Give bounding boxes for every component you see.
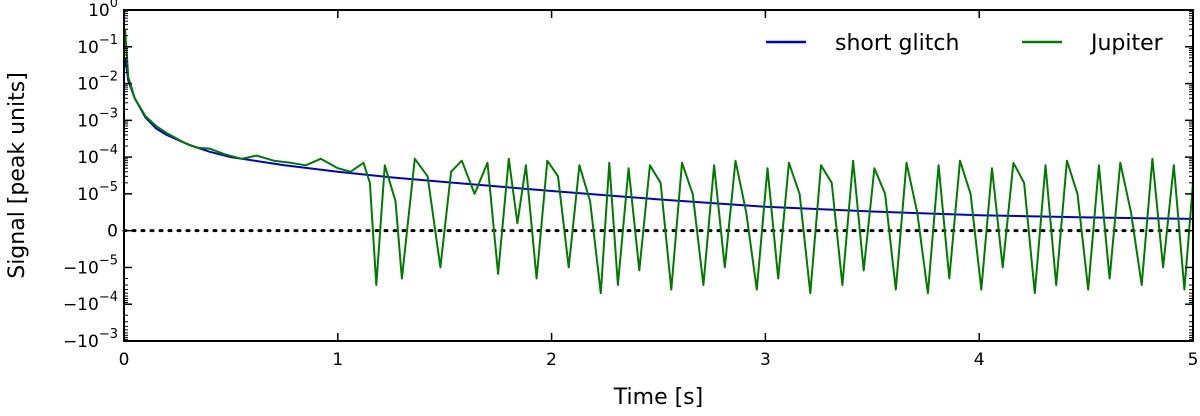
x-tick-label: 5 (1188, 350, 1199, 370)
x-tick-labels: 0 1 2 3 4 5 (119, 350, 1199, 370)
y-tick-label: 10−5 (77, 180, 118, 205)
y-tick-label: 100 (88, 0, 118, 21)
x-tick-label: 1 (332, 350, 343, 370)
legend-label: Jupiter (1089, 31, 1164, 56)
x-axis-label: Time [s] (613, 385, 703, 410)
axis-ticks (123, 9, 1194, 342)
y-axis-label: Signal [peak units] (5, 72, 30, 279)
legend-label: short glitch (835, 31, 959, 56)
legend: short glitch Jupiter (766, 31, 1164, 56)
y-tick-label: 10−4 (77, 143, 118, 168)
y-tick-labels: 100 10−1 10−2 10−3 10−4 10−5 0 −10−5 −10−4 −10−3 (63, 0, 118, 352)
x-tick-label: 2 (546, 350, 557, 370)
x-tick-label: 0 (119, 350, 130, 370)
y-tick-label: 0 (107, 222, 118, 242)
y-tick-label: −10−4 (63, 290, 118, 315)
series-line-short-glitch (124, 57, 1193, 220)
plot-frame (123, 9, 1194, 342)
y-tick-label: −10−3 (63, 327, 118, 352)
x-tick-label: 3 (760, 350, 771, 370)
y-tick-label: 10−1 (77, 33, 118, 58)
y-tick-label: 10−2 (77, 70, 118, 95)
x-tick-label: 4 (974, 350, 985, 370)
series-group (124, 29, 1193, 295)
series-line-jupiter (124, 29, 1193, 295)
y-tick-label: −10−5 (63, 253, 118, 278)
y-tick-label: 10−3 (77, 106, 118, 131)
